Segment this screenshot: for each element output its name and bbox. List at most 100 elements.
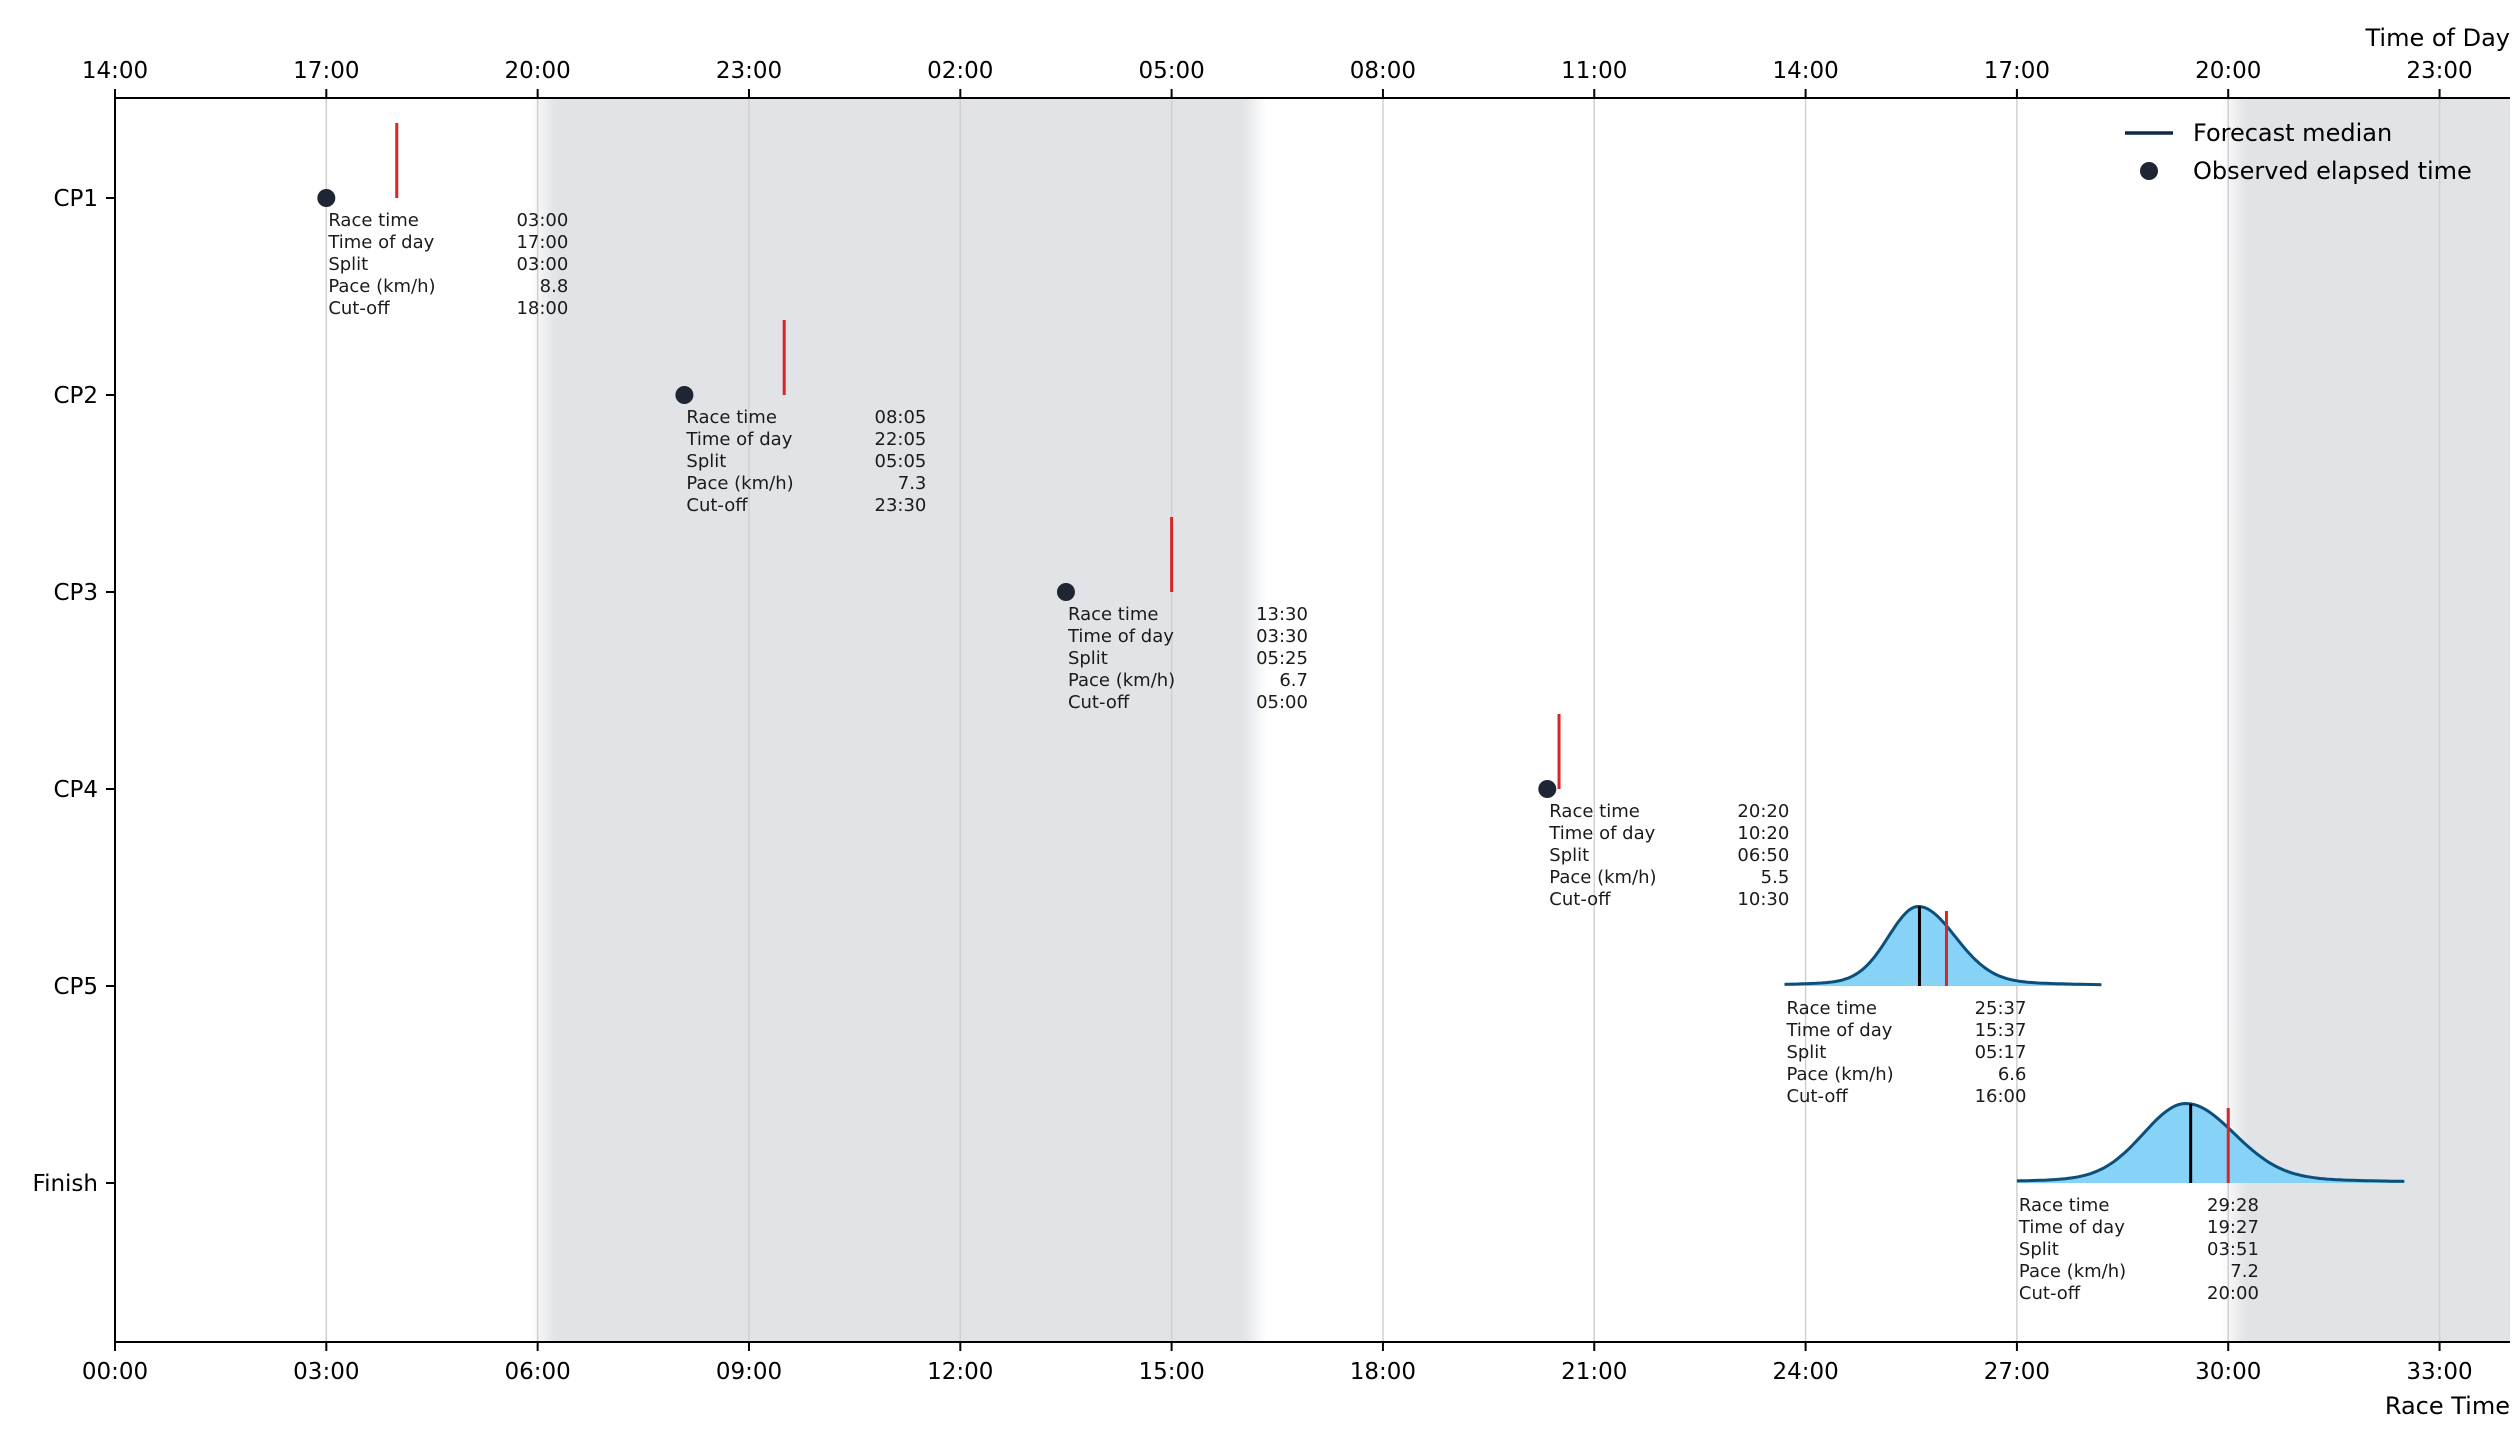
legend: Forecast median Observed elapsed time [2125, 119, 2472, 185]
info-label: Time of day [1785, 1020, 1892, 1041]
info-label: Race time [1068, 604, 1159, 625]
forecast-density-line [1784, 904, 2102, 987]
info-value: 03:51 [2207, 1239, 2259, 1260]
info-value: 7.2 [2230, 1261, 2259, 1282]
info-label: Split [1068, 648, 1108, 669]
info-label: Race time [328, 210, 419, 231]
info-value: 05:25 [1256, 648, 1308, 669]
top-tick-label: 14:00 [82, 58, 148, 84]
checkpoint-cp1: Race time 03:00 Time of day 17:00 Split 03:00… [317, 123, 568, 319]
info-label: Cut-off [2019, 1283, 2081, 1304]
forecast-density-line [2016, 1101, 2405, 1183]
night-fade-out [1242, 98, 1267, 1342]
info-label: Split [2019, 1239, 2059, 1260]
info-value: 25:37 [1975, 998, 2027, 1019]
observed-point [1538, 780, 1557, 798]
checkpoint-cp4: Race time 20:20 Time of day 10:20 Split 06:50… [1538, 714, 1789, 910]
info-value: 13:30 [1256, 604, 1308, 625]
legend-label-observed: Observed elapsed time [2193, 157, 2472, 185]
info-label: Cut-off [1549, 889, 1611, 910]
info-value: 10:30 [1737, 889, 1789, 910]
y-tick-label: CP2 [53, 383, 98, 409]
bottom-tick-label: 18:00 [1350, 1359, 1416, 1385]
info-value: 05:05 [875, 451, 927, 472]
observed-point [317, 189, 336, 207]
top-tick-label: 20:00 [504, 58, 570, 84]
bottom-tick-label: 24:00 [1772, 1359, 1838, 1385]
y-tick-label: CP3 [53, 580, 98, 606]
info-label: Time of day [1067, 626, 1174, 647]
info-label: Split [686, 451, 726, 472]
top-tick-label: 17:00 [1984, 58, 2050, 84]
info-label: Pace (km/h) [2019, 1261, 2126, 1282]
info-value: 03:30 [1256, 626, 1308, 647]
checkpoint-finish: Race time 29:28 Time of day 19:27 Split 03:51… [2016, 1101, 2405, 1304]
info-label: Race time [1786, 998, 1877, 1019]
info-value: 23:30 [875, 495, 927, 516]
info-value: 03:00 [516, 254, 568, 275]
info-value: 08:05 [875, 407, 927, 428]
bottom-tick-label: 33:00 [2406, 1359, 2472, 1385]
info-value: 8.8 [540, 276, 569, 297]
info-value: 10:20 [1737, 823, 1789, 844]
info-label: Time of day [685, 429, 792, 450]
bottom-tick-label: 09:00 [716, 1359, 782, 1385]
info-label: Pace (km/h) [686, 473, 793, 494]
info-value: 20:00 [2207, 1283, 2259, 1304]
info-value: 05:17 [1975, 1042, 2027, 1063]
info-label: Cut-off [1786, 1086, 1848, 1107]
night-fade-in [530, 98, 556, 1342]
info-value: 05:00 [1256, 692, 1308, 713]
bottom-tick-label: 30:00 [2195, 1359, 2261, 1385]
night-shading-layer [530, 98, 2510, 1342]
info-value: 7.3 [898, 473, 927, 494]
info-value: 19:27 [2207, 1217, 2259, 1238]
info-label: Cut-off [686, 495, 748, 516]
grid-layer [114, 98, 2441, 1342]
info-label: Split [1786, 1042, 1826, 1063]
x-axis-title-top: Time of Day [2364, 24, 2510, 52]
info-label: Pace (km/h) [1549, 867, 1656, 888]
legend-marker-swatch [2140, 162, 2158, 180]
bottom-tick-label: 06:00 [504, 1359, 570, 1385]
top-tick-label: 23:00 [716, 58, 782, 84]
observed-point [1056, 583, 1075, 601]
info-label: Time of day [1548, 823, 1655, 844]
info-label: Cut-off [1068, 692, 1130, 713]
x-axis-title-bottom: Race Time [2385, 1392, 2510, 1420]
info-label: Race time [686, 407, 777, 428]
info-label: Time of day [2018, 1217, 2125, 1238]
forecast-density-area [1784, 906, 2102, 986]
top-tick-label: 14:00 [1772, 58, 1838, 84]
bottom-tick-label: 00:00 [82, 1359, 148, 1385]
info-value: 22:05 [875, 429, 927, 450]
info-label: Pace (km/h) [1068, 670, 1175, 691]
info-value: 06:50 [1737, 845, 1789, 866]
info-label: Race time [2019, 1195, 2110, 1216]
info-label: Cut-off [328, 298, 390, 319]
info-value: 6.6 [1998, 1064, 2027, 1085]
checkpoint-cp5: Race time 25:37 Time of day 15:37 Split 05:17… [1784, 904, 2102, 1107]
info-value: 29:28 [2207, 1195, 2259, 1216]
info-label: Time of day [327, 232, 434, 253]
info-value: 5.5 [1761, 867, 1790, 888]
legend-label-median: Forecast median [2193, 119, 2392, 147]
bottom-tick-label: 03:00 [293, 1359, 359, 1385]
night-band [555, 98, 1243, 1342]
info-value: 20:20 [1737, 801, 1789, 822]
observed-point [675, 386, 694, 404]
info-value: 03:00 [516, 210, 568, 231]
top-tick-label: 23:00 [2406, 58, 2472, 84]
top-tick-label: 20:00 [2195, 58, 2261, 84]
info-value: 15:37 [1975, 1020, 2027, 1041]
y-tick-label: CP5 [53, 974, 98, 1000]
top-tick-label: 02:00 [927, 58, 993, 84]
top-tick-label: 05:00 [1138, 58, 1204, 84]
marks-layer: Race time 03:00 Time of day 17:00 Split 03:00… [317, 123, 2405, 1304]
bottom-tick-label: 15:00 [1138, 1359, 1204, 1385]
bottom-tick-label: 21:00 [1561, 1359, 1627, 1385]
info-label: Pace (km/h) [328, 276, 435, 297]
checkpoint-cp3: Race time 13:30 Time of day 03:30 Split 05:25… [1056, 517, 1308, 713]
night-band [2245, 98, 2510, 1342]
